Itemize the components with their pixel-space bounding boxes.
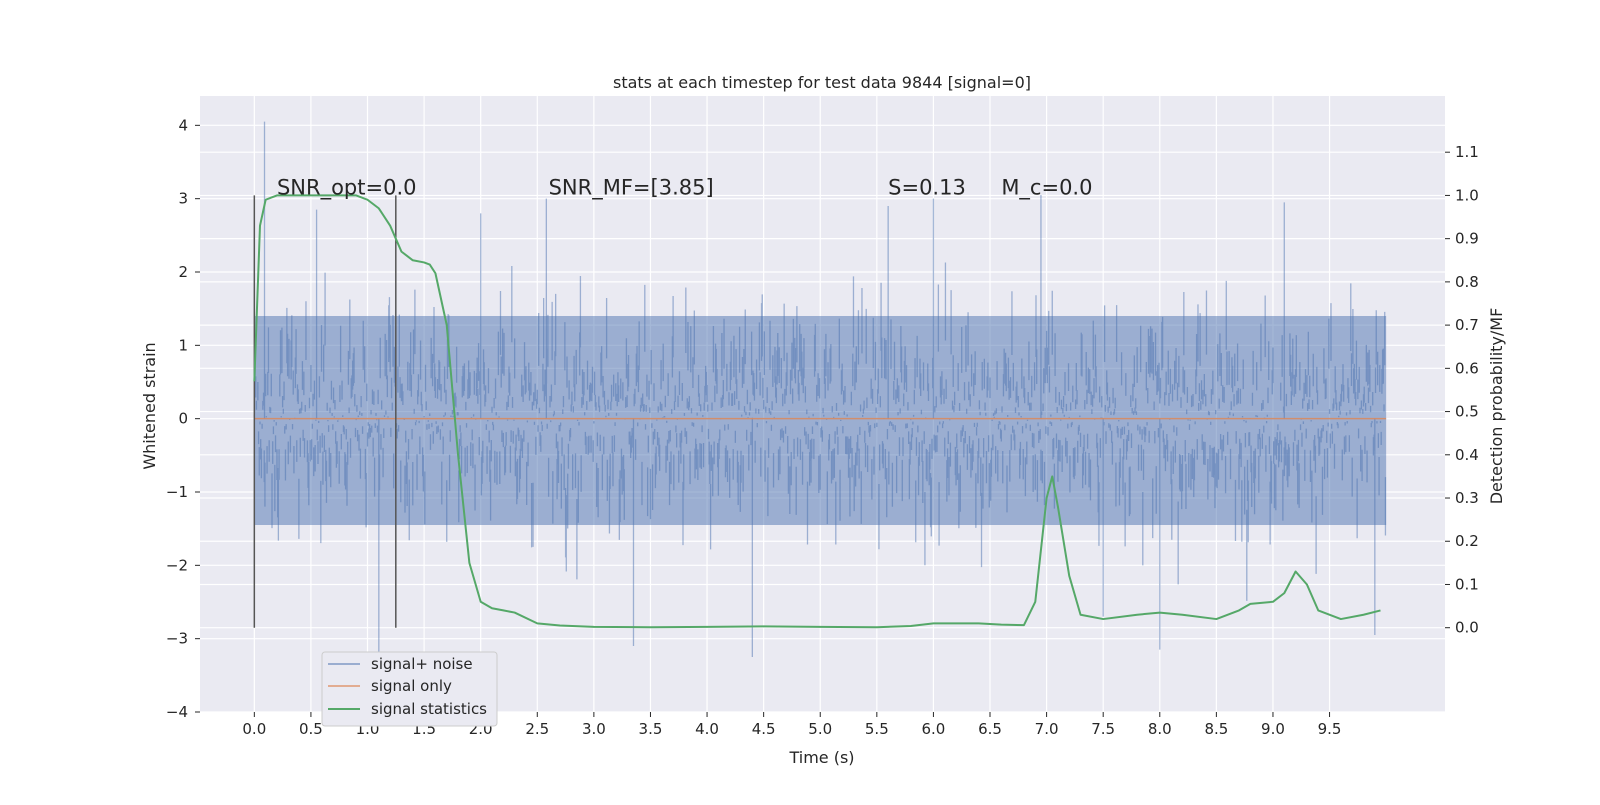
annotation-text: SNR_opt=0.0 [277,175,417,200]
noise-series [253,121,1387,657]
noise-band-core [254,316,1387,525]
x-axis-label: Time (s) [788,748,854,767]
x-tick-label: 9.0 [1261,720,1285,738]
y-tick-label-right: 0.7 [1455,316,1479,334]
y-tick-label-right: 0.6 [1455,359,1479,377]
x-tick-label: 3.5 [639,720,663,738]
x-tick-label: 6.5 [978,720,1002,738]
x-tick-label: 3.0 [582,720,606,738]
x-tick-label: 9.5 [1318,720,1342,738]
legend-label-stats: signal statistics [371,700,487,718]
annotation-text: S=0.13 [888,175,966,199]
y-tick-label-right: 0.8 [1455,273,1479,291]
x-tick-label: 0.5 [299,720,323,738]
y-tick-label-left: 3 [178,190,188,208]
y-tick-label-left: 2 [178,263,188,281]
legend: signal+ noise signal only signal statist… [321,651,498,727]
x-tick-label: 4.5 [752,720,776,738]
annotation-text: SNR_MF=[3.85] [549,175,714,200]
y-tick-label-right: 0.0 [1455,619,1479,637]
x-tick-label: 7.5 [1091,720,1115,738]
y-tick-label-right: 1.1 [1455,143,1479,161]
y-tick-label-right: 0.9 [1455,230,1479,248]
y-tick-label-left: −1 [166,483,188,501]
y-tick-label-left: 4 [178,116,188,134]
y-tick-label-right: 0.5 [1455,403,1479,421]
x-tick-label: 5.5 [865,720,889,738]
x-tick-label: 4.0 [695,720,719,738]
y-tick-label-left: 1 [178,336,188,354]
y-tick-label-right: 1.0 [1455,186,1479,204]
y-tick-label-left: −4 [166,703,188,721]
annotations: SNR_opt=0.0 SNR_MF=[3.85] S=0.13 M_c=0.0 [277,175,1093,200]
x-tick-label: 8.0 [1148,720,1172,738]
x-tick-label: 8.5 [1204,720,1228,738]
marker-lines [253,195,397,628]
x-tick-label: 2.5 [525,720,549,738]
legend-label-noise: signal+ noise [371,655,473,673]
y-tick-label-left: 0 [178,410,188,428]
y-axis-label-right: Detection probability/MF [1487,308,1506,505]
y-tick-label-right: 0.4 [1455,446,1479,464]
y-tick-label-left: −2 [166,556,188,574]
legend-box [321,651,498,727]
chart-title: stats at each timestep for test data 984… [613,73,1031,92]
y-tick-label-right: 0.2 [1455,532,1479,550]
annotation-text: M_c=0.0 [1001,175,1092,200]
x-tick-label: 7.0 [1035,720,1059,738]
y-axis-label-left: Whitened strain [140,342,159,469]
y-tick-label-right: 0.3 [1455,489,1479,507]
signal-statistics-line [253,194,1381,629]
y-tick-label-left: −3 [166,630,188,648]
legend-label-signal: signal only [371,677,452,695]
x-tick-label: 5.0 [808,720,832,738]
x-tick-label: 0.0 [242,720,266,738]
x-tick-label: 6.0 [921,720,945,738]
y-tick-label-right: 0.1 [1455,575,1479,593]
axes: 0.0 0.5 1.0 1.5 2.0 2.5 3.0 3.5 4.0 4.5 5.0 5.5 6.0 6… [166,116,1479,738]
signal-statistics-series [253,194,1381,629]
